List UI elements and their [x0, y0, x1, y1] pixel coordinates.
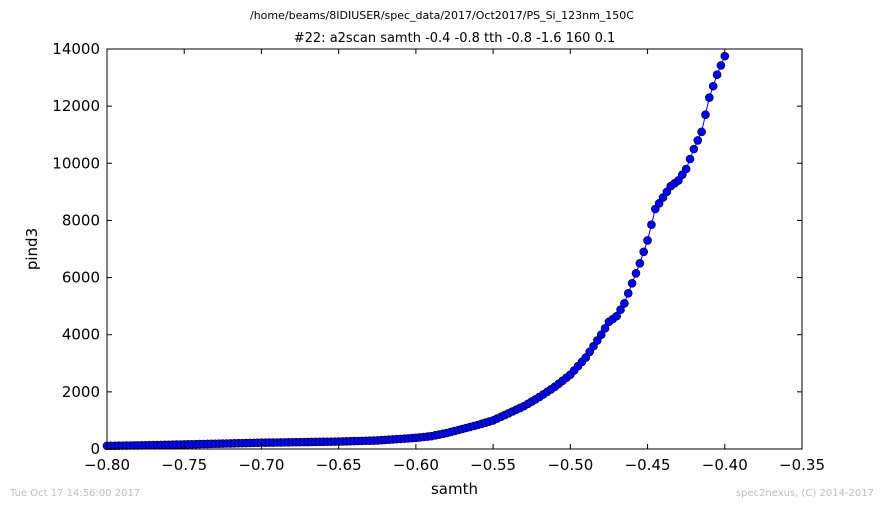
- plot-area: [102, 51, 730, 451]
- data-point: [708, 81, 718, 91]
- data-point: [705, 93, 714, 102]
- x-tick-label: −0.40: [702, 456, 748, 474]
- x-axis-label: samth: [431, 480, 478, 498]
- y-axis-label: pind3: [23, 228, 41, 270]
- data-point: [689, 144, 699, 154]
- data-point: [612, 311, 621, 321]
- data-point: [631, 268, 641, 278]
- data-point: [647, 220, 656, 230]
- data-point: [600, 323, 610, 333]
- axes: −0.80 −0.75 −0.70 −0.65 −0.60 −0.55 −0.50 −0.45…: [23, 40, 825, 498]
- y-tick-label: 12000: [52, 97, 100, 115]
- data-point: [620, 298, 629, 308]
- data-point: [701, 110, 710, 120]
- x-tick-label: −0.55: [470, 456, 516, 474]
- footer-timestamp: Tue Oct 17 14:56:00 2017: [10, 488, 141, 499]
- footer-credit: spec2nexus, (C) 2014-2017: [735, 488, 874, 499]
- x-tick-label: −0.50: [547, 456, 593, 474]
- x-tick-label: −0.45: [625, 456, 671, 474]
- y-tick-label: 10000: [52, 154, 100, 172]
- data-point: [627, 278, 637, 288]
- axes-frame: [106, 48, 803, 450]
- data-point: [681, 164, 691, 174]
- data-point: [616, 305, 625, 315]
- x-tick-label: −0.80: [84, 456, 130, 474]
- y-tick-label: 8000: [62, 211, 100, 229]
- data-point: [693, 136, 703, 145]
- data-point: [685, 154, 695, 164]
- data-point: [623, 288, 633, 298]
- y-tick-label: 0: [90, 440, 100, 458]
- data-point: [635, 258, 645, 268]
- x-tick-label: −0.60: [393, 456, 439, 474]
- data-point: [716, 61, 726, 70]
- data-point: [639, 247, 648, 257]
- data-point: [596, 330, 606, 340]
- data-point: [712, 70, 722, 80]
- y-tick-label: 2000: [62, 383, 100, 401]
- y-tick-label: 4000: [62, 326, 100, 344]
- x-tick-label: −0.65: [316, 456, 362, 474]
- series-line: [106, 55, 726, 447]
- x-tick-label: −0.70: [238, 456, 284, 474]
- data-point: [697, 127, 706, 137]
- chart-suptitle: /home/beams/8IDIUSER/spec_data/2017/Oct2…: [250, 9, 634, 22]
- y-tick-label: 6000: [62, 269, 100, 287]
- x-tick-label: −0.75: [161, 456, 207, 474]
- x-tick-label: −0.35: [779, 456, 825, 474]
- data-point: [643, 236, 652, 245]
- chart-title: #22: a2scan samth -0.4 -0.8 tth -0.8 -1.…: [293, 31, 616, 46]
- y-tick-label: 14000: [52, 40, 100, 58]
